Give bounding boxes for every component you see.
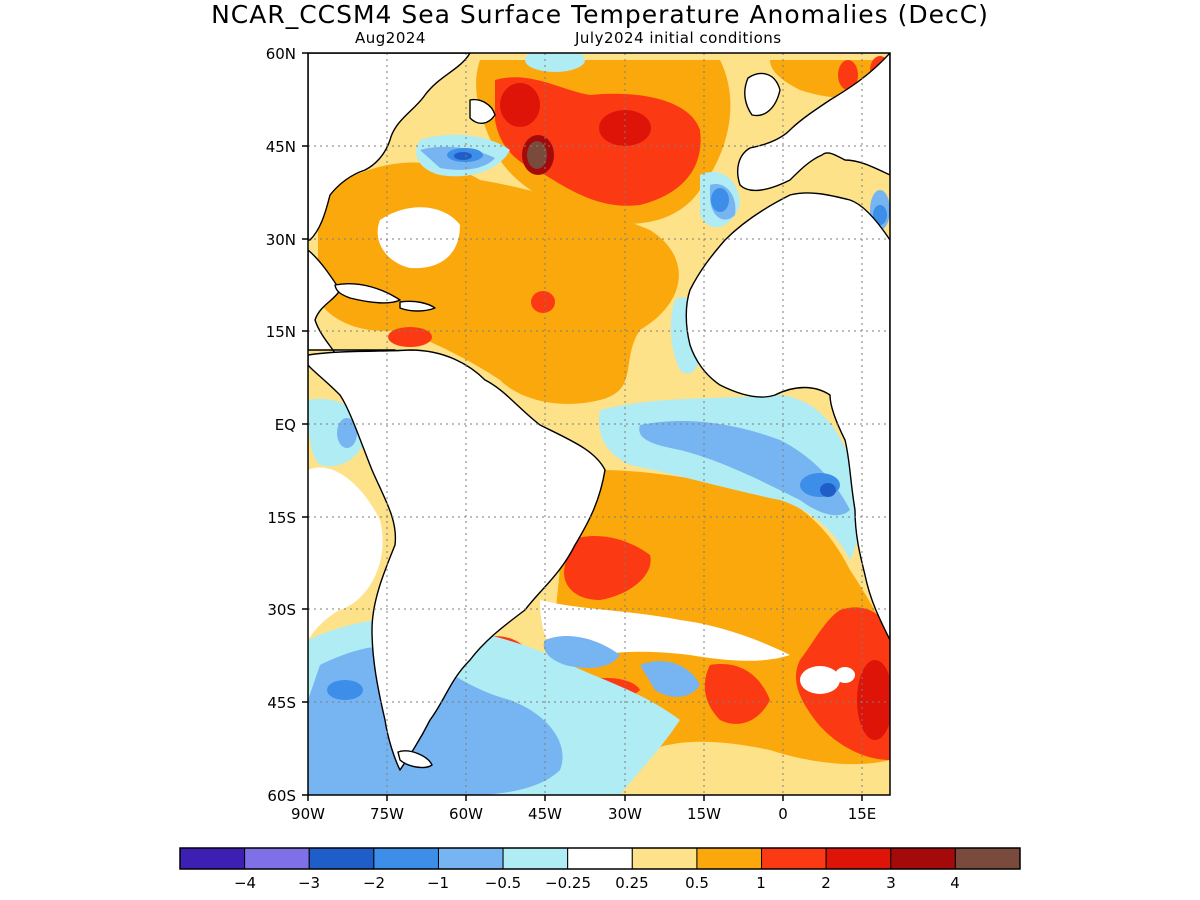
lat-label-60n: 60N xyxy=(266,45,296,63)
graticule xyxy=(308,53,890,795)
lat-label-30s: 30S xyxy=(267,601,296,619)
lon-label-15w: 15W xyxy=(687,805,721,823)
sst-anomaly-field xyxy=(308,53,890,795)
lon-label-60w: 60W xyxy=(449,805,483,823)
legend-swatch-10 xyxy=(825,847,892,870)
lon-label-15e: 15E xyxy=(848,805,877,823)
legend-swatch-5 xyxy=(502,847,569,870)
lon-label-45w: 45W xyxy=(528,805,562,823)
chart-title: NCAR_CCSM4 Sea Surface Temperature Anoma… xyxy=(211,0,989,29)
axis-ticks xyxy=(302,52,863,801)
legend-swatch-7 xyxy=(631,847,698,870)
lat-label-15n: 15N xyxy=(266,323,296,341)
lat-label-eq: EQ xyxy=(275,416,296,434)
legend-swatch-0 xyxy=(179,847,246,870)
legend-swatch-2 xyxy=(308,847,375,870)
legend-swatch-3 xyxy=(373,847,439,870)
lon-label-75w: 75W xyxy=(370,805,404,823)
legend-label-minus-0-25: −0.25 xyxy=(545,874,591,892)
forecast-month: Aug2024 xyxy=(355,29,426,47)
legend-swatch-11 xyxy=(890,847,956,870)
legend-label-0-25: 0.25 xyxy=(615,874,648,892)
lat-label-15s: 15S xyxy=(267,509,296,527)
lon-label-0: 0 xyxy=(778,805,788,823)
lat-label-45s: 45S xyxy=(267,694,296,712)
legend-swatch-4 xyxy=(437,847,504,870)
legend-label-minus-0-5: −0.5 xyxy=(485,874,521,892)
lat-label-45n: 45N xyxy=(266,138,296,156)
legend-label-4: 4 xyxy=(950,874,960,892)
legend-label-0-5: 0.5 xyxy=(685,874,709,892)
legend-swatch-1 xyxy=(244,847,310,870)
legend-frame xyxy=(179,847,1021,870)
land-outlines xyxy=(308,53,890,771)
lat-label-30n: 30N xyxy=(266,231,296,249)
lon-label-30w: 30W xyxy=(608,805,642,823)
legend-label-2: 2 xyxy=(821,874,831,892)
legend-label-minus-3: −3 xyxy=(298,874,320,892)
legend-swatch-12 xyxy=(954,847,1021,870)
lat-label-60s: 60S xyxy=(267,787,296,805)
initial-conditions: July2024 initial conditions xyxy=(575,29,782,47)
legend-label-minus-4: −4 xyxy=(234,874,256,892)
legend-swatch-9 xyxy=(761,847,827,870)
legend-label-3: 3 xyxy=(886,874,896,892)
lon-label-90w: 90W xyxy=(291,805,325,823)
legend-label-minus-1: −1 xyxy=(427,874,449,892)
legend-label-minus-2: −2 xyxy=(363,874,385,892)
legend-label-1: 1 xyxy=(756,874,766,892)
legend-swatch-6 xyxy=(567,847,633,870)
color-legend: −4 −3 −2 −1 −0.5 −0.25 0.25 0.5 1 2 3 4 xyxy=(179,847,1021,892)
legend-swatch-8 xyxy=(696,847,763,870)
